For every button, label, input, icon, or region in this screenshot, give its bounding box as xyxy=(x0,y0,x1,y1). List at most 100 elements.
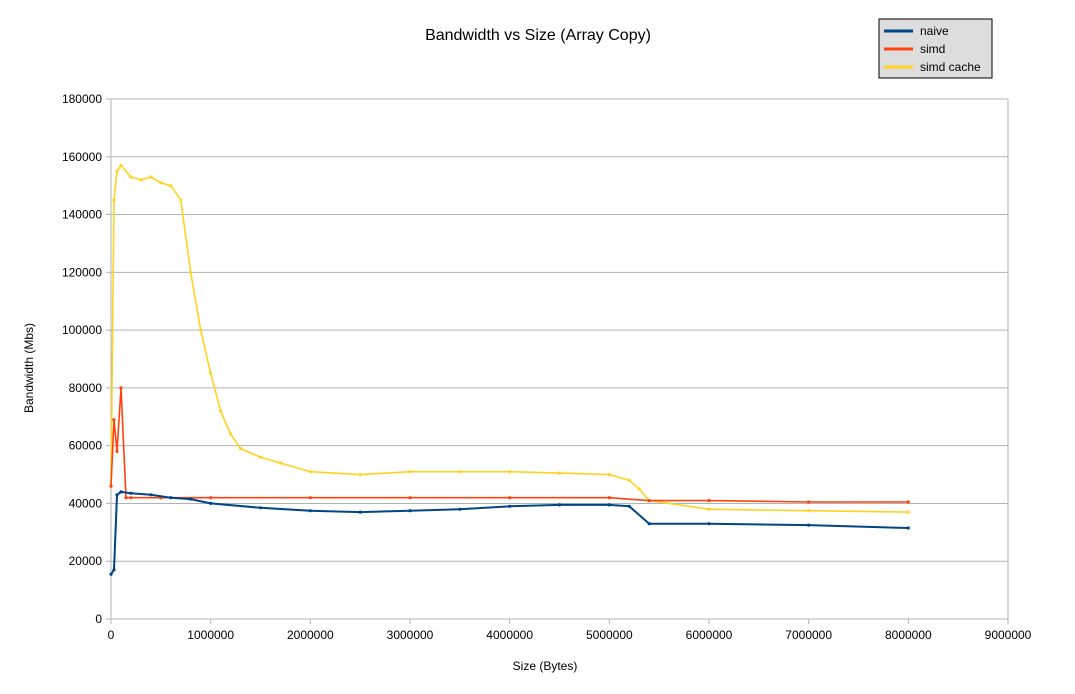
data-point-simd-cache xyxy=(408,470,412,474)
data-point-simd-cache xyxy=(209,371,213,375)
y-tick-label: 80000 xyxy=(69,381,103,395)
chart-title: Bandwidth vs Size (Array Copy) xyxy=(425,27,651,44)
data-point-simd xyxy=(906,500,910,504)
data-point-naive xyxy=(647,522,651,526)
data-point-simd-cache xyxy=(169,184,173,188)
series-line-simd xyxy=(110,387,909,503)
data-point-simd xyxy=(607,496,611,500)
data-point-naive xyxy=(408,509,412,513)
data-point-naive xyxy=(169,496,173,500)
data-point-simd-cache xyxy=(278,461,282,465)
data-point-simd xyxy=(647,499,651,503)
y-tick-label: 160000 xyxy=(62,150,102,164)
data-point-simd-cache xyxy=(219,409,223,413)
series-line-naive xyxy=(110,490,909,575)
data-point-simd-cache xyxy=(358,473,362,477)
data-point-simd-cache xyxy=(115,169,119,173)
x-tick-label: 0 xyxy=(108,628,115,642)
x-tick-label: 6000000 xyxy=(686,628,733,642)
x-tick-label: 2000000 xyxy=(287,628,334,642)
x-tick-label: 1000000 xyxy=(187,628,234,642)
x-tick-label: 9000000 xyxy=(985,628,1032,642)
x-tick-label: 7000000 xyxy=(785,628,832,642)
data-point-simd xyxy=(209,496,213,500)
data-point-naive xyxy=(109,572,113,576)
data-point-simd-cache xyxy=(308,470,312,474)
data-point-simd xyxy=(508,496,512,500)
legend: naive simd simd cache xyxy=(878,18,993,79)
series-layer xyxy=(109,163,910,576)
data-point-simd-cache xyxy=(508,470,512,474)
data-point-simd-cache xyxy=(906,510,910,514)
data-point-simd xyxy=(109,484,113,488)
data-point-simd-cache xyxy=(229,432,233,436)
data-point-simd xyxy=(807,500,811,504)
x-axis-title: Size (Bytes) xyxy=(513,659,578,673)
y-axis-ticks: 0 20000 40000 60000 80000 100000 120000 140000 1… xyxy=(62,92,111,626)
data-point-simd-cache xyxy=(129,175,133,179)
data-point-simd-cache xyxy=(199,328,203,332)
y-axis-title: Bandwidth (Mbs) xyxy=(22,323,36,413)
data-point-simd-cache xyxy=(557,471,562,475)
data-point-naive xyxy=(308,509,312,513)
data-point-simd-cache xyxy=(189,270,193,274)
data-point-naive xyxy=(189,497,193,501)
x-tick-label: 4000000 xyxy=(486,628,533,642)
data-point-naive xyxy=(149,493,153,497)
data-point-simd-cache xyxy=(159,181,163,185)
legend-label: simd cache xyxy=(920,60,981,74)
data-point-naive xyxy=(209,501,213,505)
data-point-simd-cache xyxy=(239,447,243,451)
y-tick-label: 0 xyxy=(95,612,102,626)
data-point-simd-cache xyxy=(149,175,153,179)
data-point-simd-cache xyxy=(458,470,462,474)
y-tick-label: 20000 xyxy=(69,554,103,568)
data-point-naive xyxy=(258,506,263,510)
data-point-naive xyxy=(807,523,811,527)
data-point-simd-cache xyxy=(258,455,263,459)
data-point-naive xyxy=(607,503,611,507)
data-point-simd-cache xyxy=(119,163,123,167)
data-point-simd-cache xyxy=(637,487,641,491)
data-point-naive xyxy=(707,522,711,526)
data-point-naive xyxy=(358,510,362,514)
y-tick-label: 40000 xyxy=(69,496,103,510)
y-tick-label: 100000 xyxy=(62,323,102,337)
x-tick-label: 8000000 xyxy=(885,628,932,642)
y-tick-label: 120000 xyxy=(62,265,102,279)
data-point-naive xyxy=(115,493,119,497)
data-point-simd xyxy=(707,499,711,503)
data-point-simd xyxy=(124,496,128,500)
data-point-simd-cache xyxy=(607,473,611,477)
data-point-naive xyxy=(112,568,116,572)
data-point-naive xyxy=(508,504,512,508)
data-point-simd xyxy=(308,496,312,500)
gridlines xyxy=(111,98,1008,562)
data-point-simd xyxy=(119,386,123,390)
data-point-simd xyxy=(408,496,412,500)
axes xyxy=(110,99,1009,620)
data-point-simd xyxy=(129,496,133,500)
data-point-naive xyxy=(129,491,133,495)
y-tick-label: 180000 xyxy=(62,92,102,106)
x-tick-label: 5000000 xyxy=(586,628,633,642)
y-tick-label: 60000 xyxy=(69,439,103,453)
x-tick-label: 3000000 xyxy=(387,628,434,642)
x-axis-ticks: 0 1000000 2000000 3000000 4000000 5000000 6000… xyxy=(108,619,1032,642)
data-point-simd-cache xyxy=(139,178,143,182)
data-point-naive xyxy=(119,490,123,494)
data-point-simd-cache xyxy=(627,478,631,482)
legend-label: naive xyxy=(920,24,949,38)
data-point-naive xyxy=(458,507,462,511)
legend-label: simd xyxy=(920,42,945,56)
data-point-naive xyxy=(557,503,562,507)
data-point-simd xyxy=(115,449,119,453)
y-tick-label: 140000 xyxy=(62,208,102,222)
data-point-naive xyxy=(906,526,910,530)
data-point-simd-cache xyxy=(707,507,711,511)
data-point-simd-cache xyxy=(179,198,183,202)
data-point-simd-cache xyxy=(112,198,116,202)
data-point-simd xyxy=(112,418,116,422)
